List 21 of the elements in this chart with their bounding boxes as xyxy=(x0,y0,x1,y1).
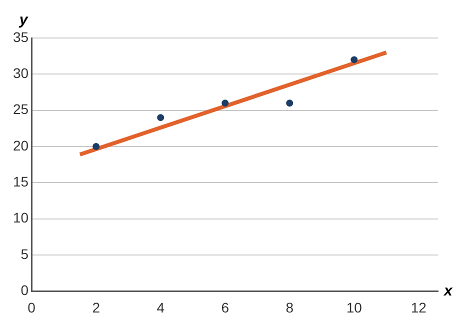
point xyxy=(92,143,100,150)
y-tick-label: 5 xyxy=(20,246,29,262)
x-tick-label: 8 xyxy=(286,299,294,316)
point xyxy=(157,114,164,122)
y-tick-label: 0 xyxy=(20,282,29,298)
y-tick-label: 15 xyxy=(12,174,29,190)
x-axis-title: x xyxy=(443,282,453,300)
x-tick-label: 12 xyxy=(410,299,427,316)
y-tick-label: 35 xyxy=(12,28,29,45)
y-tick-label: 20 xyxy=(12,137,29,154)
y-tick-label: 10 xyxy=(12,210,29,226)
point xyxy=(286,100,294,107)
y-tick-label: 30 xyxy=(12,65,29,82)
point xyxy=(350,56,358,64)
x-tick-label: 10 xyxy=(346,299,362,316)
y-tick-label: 25 xyxy=(12,101,29,118)
y-axis-title: y xyxy=(18,12,28,29)
point xyxy=(222,100,229,107)
x-tick-label: 6 xyxy=(221,299,230,316)
x-tick-label: 4 xyxy=(156,299,165,316)
x-tick-label: 2 xyxy=(92,299,100,316)
